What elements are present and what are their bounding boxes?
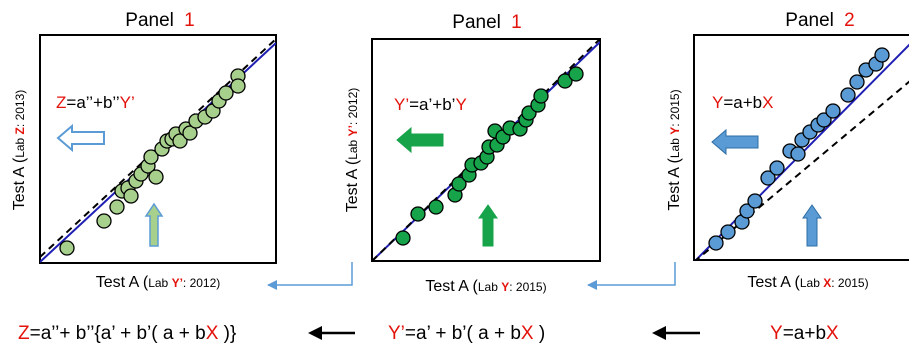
scatter-point (825, 103, 841, 119)
scatter-point (708, 235, 724, 251)
scatter-point (739, 203, 755, 219)
connector-arrow-right-to-mid (587, 262, 676, 290)
scatter-point (451, 176, 467, 192)
scatter-point (557, 73, 573, 89)
panel-right-x-label: Test A (Lab X: 2015) (747, 274, 868, 291)
up-arrow-icon (478, 204, 498, 247)
panel-middle-title: Panel 1 (452, 12, 521, 33)
scatter-point (874, 47, 890, 63)
panel-left-equation: Z=a’’+b’’Y’ (56, 93, 135, 112)
panel-middle-plot (372, 39, 600, 261)
panel-left: Panel 1 Z=a’’+b’’Y’ Test A (Lab Z: 2013)… (11, 10, 277, 291)
scatter-point (849, 74, 865, 90)
panel-left-title: Panel 1 (125, 10, 194, 31)
left-arrow-icon (652, 326, 700, 340)
left-arrow-icon (56, 123, 105, 153)
scatter-point (747, 193, 763, 209)
panel-left-plot (40, 38, 276, 263)
scatter-point (109, 199, 125, 215)
left-arrow-icon (308, 326, 355, 340)
scatter-point (148, 169, 164, 185)
panel-middle-y-label: Test A (Lab Y’: 2012) (344, 88, 361, 213)
scatter-point (760, 170, 776, 186)
up-arrow-icon (144, 202, 164, 247)
scatter-point (720, 224, 736, 240)
panel-middle-equation: Y’=a’+b’Y (394, 95, 467, 114)
panel-middle-x-label: Test A (Lab Y: 2015) (425, 278, 546, 295)
connector-arrow-mid-to-left (267, 262, 353, 290)
scatter-point (230, 78, 246, 94)
scatter-point (410, 206, 426, 222)
scatter-point (790, 146, 806, 162)
panel-middle: Panel 1 Y’=a’+b’Y Test A (Lab Y’: 2012) … (344, 12, 601, 295)
scatter-point (395, 230, 411, 246)
scatter-point (172, 133, 188, 149)
panel-right-title: Panel 2 (785, 10, 854, 31)
scatter-point (182, 125, 198, 141)
up-arrow-icon (802, 204, 822, 247)
panel-right-plot (694, 43, 909, 260)
scatter-point (96, 213, 112, 229)
scatter-point (428, 199, 444, 215)
scatter-point (568, 66, 584, 82)
scatter-point (123, 188, 139, 204)
panel-right: Panel 2 Y=a+bX Test A (Lab Y: 2015) Test… (666, 10, 909, 291)
scatter-point (59, 240, 75, 256)
bottom-equation-mid: Y’=a’ + b’( a + bX ) (388, 323, 545, 344)
scatter-point (816, 112, 832, 128)
panel-left-y-label: Test A (Lab Z: 2013) (11, 90, 28, 211)
panel-right-equation: Y=a+bX (712, 93, 773, 112)
fit-line (694, 43, 909, 260)
panel-right-y-label: Test A (Lab Y: 2015) (666, 89, 683, 210)
scatter-point (769, 160, 785, 176)
left-arrow-icon (396, 126, 444, 154)
bottom-equation-left: Z=a’’+ b’’{a’ + b’( a + bX )} (18, 323, 236, 344)
panel-left-x-label: Test A (Lab Y’: 2012) (96, 274, 221, 291)
bottom-equation-right: Y=a+bX (770, 323, 839, 344)
scatter-point (840, 87, 856, 103)
scatter-point (143, 149, 159, 165)
scatter-point (218, 85, 234, 101)
scatter-point (533, 88, 549, 104)
left-arrow-icon (711, 128, 759, 156)
